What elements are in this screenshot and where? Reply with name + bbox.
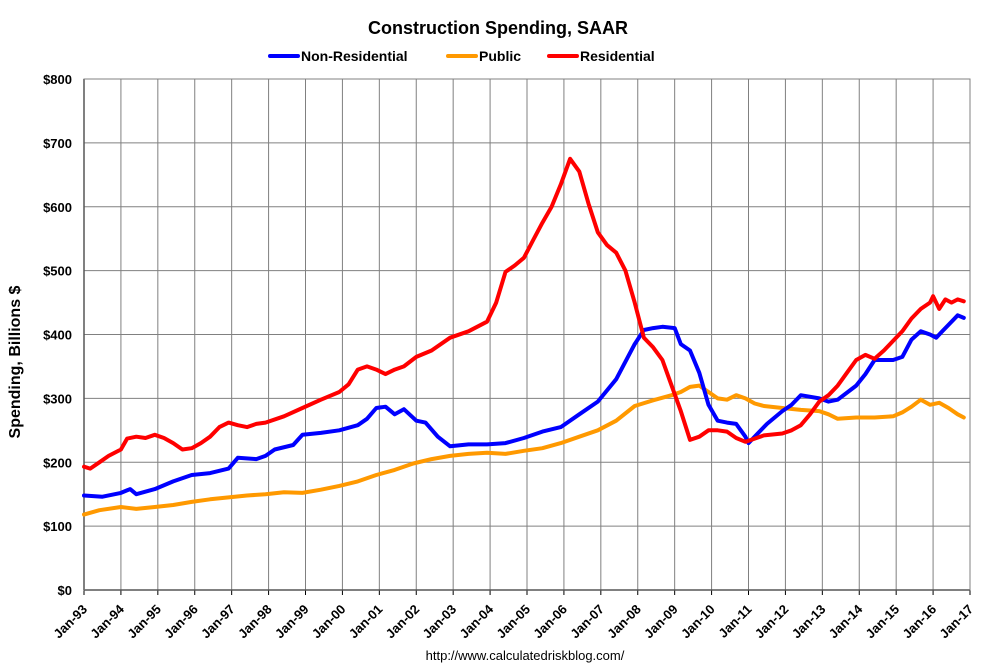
y-tick-label: $400 bbox=[43, 328, 72, 343]
legend-label-non-residential: Non-Residential bbox=[301, 48, 408, 64]
x-tick-label: Jan-12 bbox=[752, 602, 792, 642]
plot-border bbox=[83, 78, 971, 591]
x-tick-label: Jan-01 bbox=[346, 602, 386, 642]
source-url: http://www.calculatedriskblog.com/ bbox=[426, 648, 625, 663]
legend-label-public: Public bbox=[479, 48, 521, 64]
x-tick-label: Jan-14 bbox=[826, 601, 866, 641]
x-tick-label: Jan-94 bbox=[87, 601, 127, 641]
x-tick-label: Jan-04 bbox=[456, 601, 496, 641]
legend: Non-Residential Public Residential bbox=[268, 48, 655, 64]
x-tick-label: Jan-00 bbox=[309, 602, 349, 642]
series-line-residential bbox=[82, 156, 966, 471]
x-tick-label: Jan-99 bbox=[272, 602, 312, 642]
x-tick-label: Jan-07 bbox=[567, 602, 607, 642]
x-tick-label: Jan-03 bbox=[420, 602, 460, 642]
x-tick-label: Jan-06 bbox=[530, 602, 570, 642]
x-tick-label: Jan-05 bbox=[493, 602, 533, 642]
y-tick-label: $300 bbox=[43, 391, 72, 406]
y-tick-label: $700 bbox=[43, 136, 72, 151]
x-tick-label: Jan-11 bbox=[715, 602, 754, 641]
x-tick-label: Jan-08 bbox=[604, 602, 644, 642]
x-tick-label: Jan-95 bbox=[124, 602, 164, 642]
x-tick-label: Jan-17 bbox=[936, 602, 976, 642]
x-tick-label: Jan-16 bbox=[899, 602, 939, 642]
series-line-non-residential bbox=[82, 313, 966, 499]
x-tick-label: Jan-96 bbox=[161, 602, 201, 642]
y-tick-label: $800 bbox=[43, 72, 72, 87]
y-tick-label: $100 bbox=[43, 519, 72, 534]
x-tick-label: Jan-15 bbox=[863, 602, 903, 642]
y-tick-label: $200 bbox=[43, 455, 72, 470]
y-tick-label: $600 bbox=[43, 200, 72, 215]
x-tick-label: Jan-09 bbox=[641, 602, 681, 642]
x-tick-label: Jan-10 bbox=[678, 602, 718, 642]
x-tick-label: Jan-93 bbox=[50, 602, 90, 642]
x-tick-label: Jan-02 bbox=[383, 602, 423, 642]
x-tick-label: Jan-13 bbox=[789, 602, 829, 642]
x-tick-label: Jan-98 bbox=[235, 602, 275, 642]
y-tick-label: $0 bbox=[58, 583, 72, 598]
series-line-public bbox=[82, 383, 966, 517]
x-tick-label: Jan-97 bbox=[198, 602, 238, 642]
plot-area: $0 $100 $200 $300 $400 $500 $600 $700 $800 Jan-93… bbox=[43, 72, 976, 641]
chart-title: Construction Spending, SAAR bbox=[368, 18, 628, 38]
legend-label-residential: Residential bbox=[580, 48, 655, 64]
y-axis-label: Spending, Billions $ bbox=[7, 285, 24, 438]
y-tick-label: $500 bbox=[43, 264, 72, 279]
